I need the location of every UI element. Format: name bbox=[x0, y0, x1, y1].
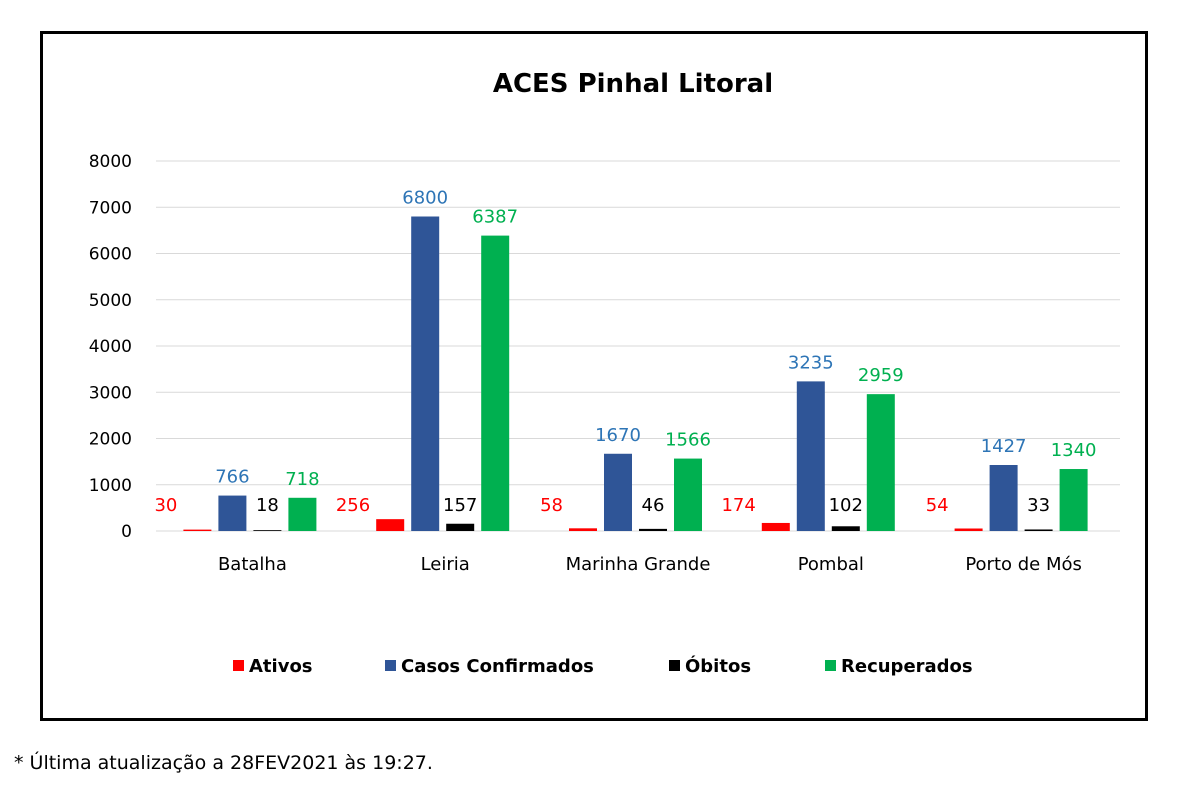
data-label: 2959 bbox=[858, 365, 904, 386]
bar-recuperados bbox=[288, 497, 317, 531]
bar-recuperados bbox=[481, 235, 510, 531]
y-tick-label: 6000 bbox=[89, 245, 132, 265]
legend-label: Ativos bbox=[249, 656, 313, 677]
chart-title: ACES Pinhal Litoral bbox=[493, 69, 773, 99]
y-tick-label: 3000 bbox=[89, 383, 132, 403]
bar-casos-confirmados bbox=[411, 216, 440, 531]
data-label: 1670 bbox=[595, 425, 641, 446]
legend-swatch bbox=[669, 660, 680, 671]
footnote: * Última atualização a 28FEV2021 às 19:2… bbox=[14, 752, 433, 774]
data-label: 3235 bbox=[788, 352, 834, 373]
bar-óbitos bbox=[639, 528, 667, 531]
chart-frame: ACES Pinhal Litoral 0 1000 2000 3000 4000 5000… bbox=[40, 31, 1148, 721]
bar-recuperados bbox=[674, 458, 702, 531]
bar-ativos bbox=[761, 522, 790, 531]
category-label: Porto de Mós bbox=[965, 554, 1082, 575]
y-tick-label: 1000 bbox=[89, 476, 132, 496]
legend-label: Óbitos bbox=[685, 655, 751, 677]
category-label: Pombal bbox=[798, 554, 864, 575]
category-label: Marinha Grande bbox=[566, 554, 711, 575]
legend-label: Casos Confirmados bbox=[401, 656, 594, 677]
bar-óbitos bbox=[831, 526, 860, 531]
y-tick-label: 8000 bbox=[89, 152, 132, 172]
data-label: 46 bbox=[642, 495, 665, 516]
bar-recuperados bbox=[866, 394, 895, 531]
y-tick-label: 0 bbox=[121, 522, 132, 542]
data-label: 157 bbox=[443, 495, 477, 516]
bar-óbitos bbox=[1024, 529, 1053, 531]
bar-ativos bbox=[376, 519, 405, 531]
data-label: 54 bbox=[926, 495, 949, 516]
bar-óbitos bbox=[446, 523, 475, 531]
bar-casos-confirmados bbox=[989, 465, 1018, 531]
bar-casos-confirmados bbox=[218, 495, 247, 531]
bar-ativos bbox=[954, 528, 983, 531]
bar-casos-confirmados bbox=[604, 453, 632, 531]
category-label: Batalha bbox=[218, 554, 287, 575]
y-tick-label: 2000 bbox=[89, 430, 132, 450]
data-label: 102 bbox=[829, 495, 863, 516]
y-tick-label: 7000 bbox=[89, 198, 132, 218]
data-label: 58 bbox=[540, 495, 563, 516]
bar-ativos bbox=[183, 529, 212, 531]
data-label: 6800 bbox=[402, 188, 448, 209]
y-tick-label: 4000 bbox=[89, 337, 132, 357]
bar-óbitos bbox=[253, 530, 282, 531]
data-label: 766 bbox=[215, 467, 249, 488]
bar-chart: ACES Pinhal Litoral 0 1000 2000 3000 4000 5000… bbox=[89, 69, 1120, 677]
data-label: 718 bbox=[285, 469, 319, 490]
data-label: 256 bbox=[336, 495, 370, 516]
data-label: 1340 bbox=[1051, 440, 1097, 461]
data-label: 6387 bbox=[472, 207, 518, 228]
data-label: 30 bbox=[154, 495, 177, 516]
legend-swatch bbox=[233, 660, 244, 671]
category-label: Leiria bbox=[421, 554, 470, 575]
data-label: 1427 bbox=[981, 436, 1027, 457]
data-label: 18 bbox=[256, 495, 279, 516]
bar-recuperados bbox=[1059, 469, 1088, 531]
data-label: 174 bbox=[721, 495, 755, 516]
data-label: 1566 bbox=[665, 430, 711, 451]
bar-ativos bbox=[569, 528, 597, 531]
bar-casos-confirmados bbox=[796, 381, 825, 531]
legend-swatch bbox=[825, 660, 836, 671]
legend-label: Recuperados bbox=[841, 656, 973, 677]
legend-swatch bbox=[385, 660, 396, 671]
data-label: 33 bbox=[1027, 495, 1050, 516]
y-tick-label: 5000 bbox=[89, 291, 132, 311]
